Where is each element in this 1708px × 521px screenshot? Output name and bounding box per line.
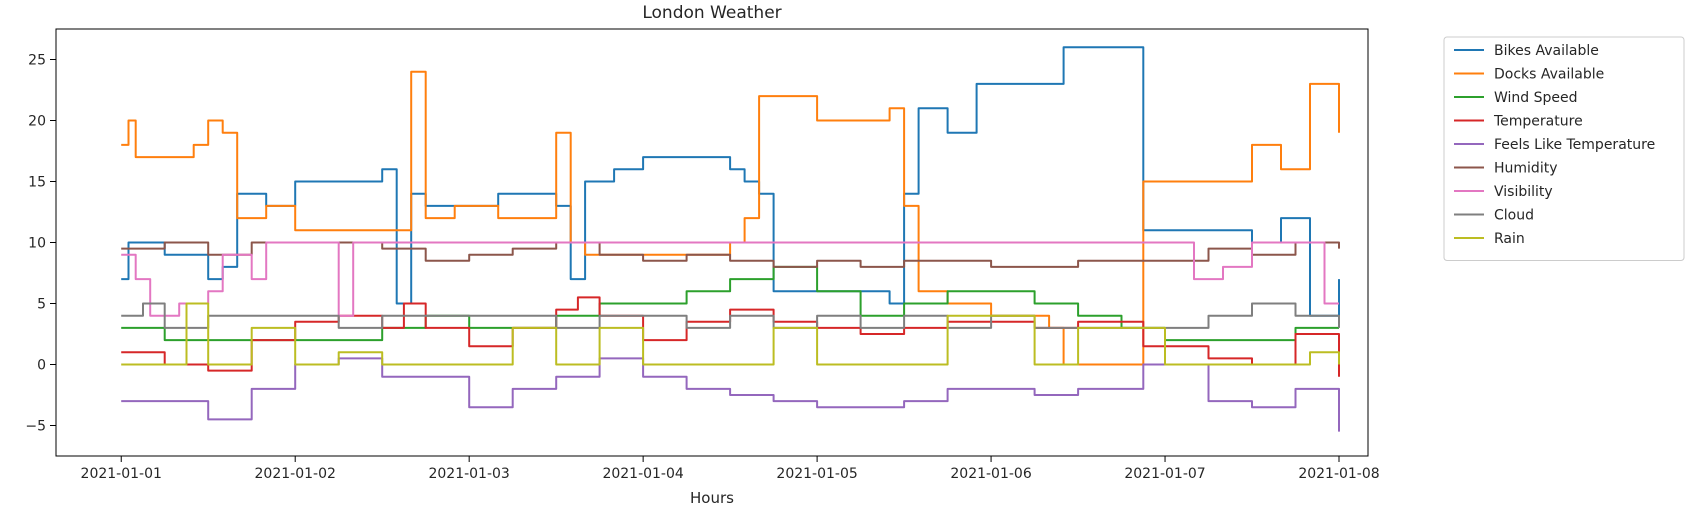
series-line-visibility	[121, 241, 1339, 317]
series-line-cloud	[121, 302, 1340, 329]
legend-label-visibility: Visibility	[1494, 184, 1553, 200]
chart-title: London Weather	[642, 3, 781, 23]
y-tick-label: 10	[28, 236, 46, 252]
x-tick-label: 2021-01-01	[81, 466, 162, 482]
series-line-humidity	[121, 241, 1340, 268]
y-tick-label: 5	[37, 297, 46, 313]
series-line-bikes-available	[121, 46, 1340, 317]
legend-label-cloud: Cloud	[1494, 208, 1534, 224]
x-tick-label: 2021-01-07	[1124, 466, 1205, 482]
legend-label-humidity: Humidity	[1494, 161, 1557, 177]
legend-label-temperature: Temperature	[1493, 114, 1583, 130]
plot-area	[121, 46, 1340, 432]
legend-label-bikes-available: Bikes Available	[1494, 43, 1599, 59]
legend-label-feels-like-temperature: Feels Like Temperature	[1494, 137, 1655, 153]
y-tick-label: −5	[25, 419, 46, 435]
legend: Bikes Available Docks Available Wind Speed…	[1443, 36, 1685, 261]
x-axis-label: Hours	[690, 489, 734, 507]
x-tick-label: 2021-01-06	[950, 466, 1031, 482]
y-tick-label: 0	[37, 358, 46, 374]
y-tick-label: 20	[28, 114, 46, 130]
y-axis: −5 0 5 10 15 20 25	[25, 53, 56, 435]
x-axis: 2021-01-01 2021-01-02 2021-01-03 2021-01-04…	[81, 456, 1380, 482]
legend-label-wind-speed: Wind Speed	[1494, 90, 1578, 106]
x-tick-label: 2021-01-08	[1298, 466, 1379, 482]
series-line-feels-like-temperature	[121, 357, 1340, 432]
y-tick-label: 15	[28, 175, 46, 191]
legend-frame	[1443, 36, 1685, 261]
x-tick-label: 2021-01-04	[602, 466, 683, 482]
legend-label-rain: Rain	[1494, 231, 1525, 247]
x-tick-label: 2021-01-05	[776, 466, 857, 482]
series-line-wind-speed	[121, 265, 1339, 342]
series-line-rain	[121, 302, 1340, 366]
x-tick-label: 2021-01-03	[428, 466, 509, 482]
x-tick-label: 2021-01-02	[255, 466, 336, 482]
y-tick-label: 25	[28, 53, 46, 69]
legend-label-docks-available: Docks Available	[1494, 67, 1604, 83]
